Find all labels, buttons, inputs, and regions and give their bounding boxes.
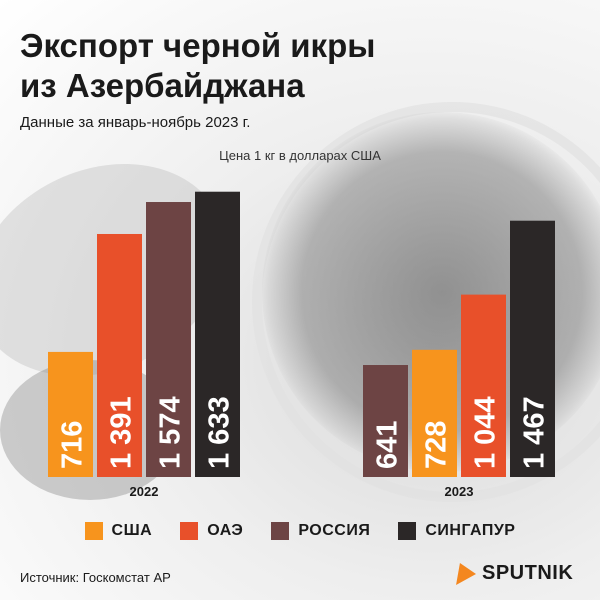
legend-item-singapore: СИНГАПУР xyxy=(398,522,515,540)
legend-label: ОАЭ xyxy=(207,522,244,539)
legend-swatch xyxy=(180,522,199,540)
x-tick-label: 2023 xyxy=(445,484,474,499)
legend-item-russia: РОССИЯ xyxy=(271,522,370,540)
chart-title-line-1: Экспорт черной икры xyxy=(20,27,376,64)
bar-2023-1 xyxy=(412,349,457,477)
legend: США ОАЭ РОССИЯ СИНГАПУР xyxy=(0,522,600,540)
chart-title-line-2: из Азербайджана xyxy=(20,67,305,104)
bar-2022-2 xyxy=(146,202,191,477)
bar-2023-0 xyxy=(363,365,408,477)
bar-2022-1 xyxy=(97,233,142,477)
chart-title: Экспорт черной икры из Азербайджана xyxy=(20,26,580,106)
x-tick-label: 2022 xyxy=(130,484,159,499)
legend-swatch xyxy=(271,522,290,540)
legend-label: СИНГАПУР xyxy=(425,522,516,539)
logo-text: SPUTNIK xyxy=(482,562,574,584)
legend-item-usa: США xyxy=(84,522,153,540)
bar-value-label: 728 xyxy=(421,421,453,469)
bar-value-label: 1 391 xyxy=(106,396,138,469)
bar-2022-0 xyxy=(48,351,93,477)
source-note: Источник: Госкомстат АР xyxy=(20,570,171,585)
legend-swatch xyxy=(398,522,417,540)
legend-label: США xyxy=(111,522,153,539)
bar-value-label: 1 044 xyxy=(470,396,502,469)
bar-2022-3 xyxy=(195,191,240,477)
chart-subtitle: Данные за январь-ноябрь 2023 г. xyxy=(20,114,251,131)
bar-value-label: 1 467 xyxy=(519,396,551,469)
background-bowl-rim xyxy=(252,102,600,502)
bar-value-label: 716 xyxy=(57,421,89,469)
bar-2023-3 xyxy=(510,220,555,477)
sputnik-arrow-icon xyxy=(456,562,478,585)
bar-value-label: 1 574 xyxy=(155,396,187,469)
bar-value-label: 1 633 xyxy=(204,396,236,469)
bar-2023-2 xyxy=(461,294,506,477)
legend-label: РОССИЯ xyxy=(298,522,371,539)
bar-value-label: 641 xyxy=(372,421,404,469)
legend-swatch xyxy=(84,522,103,540)
sputnik-logo: SPUTNIK xyxy=(456,562,574,585)
legend-item-uae: ОАЭ xyxy=(180,522,243,540)
y-axis-label: Цена 1 кг в долларах США xyxy=(219,148,381,163)
